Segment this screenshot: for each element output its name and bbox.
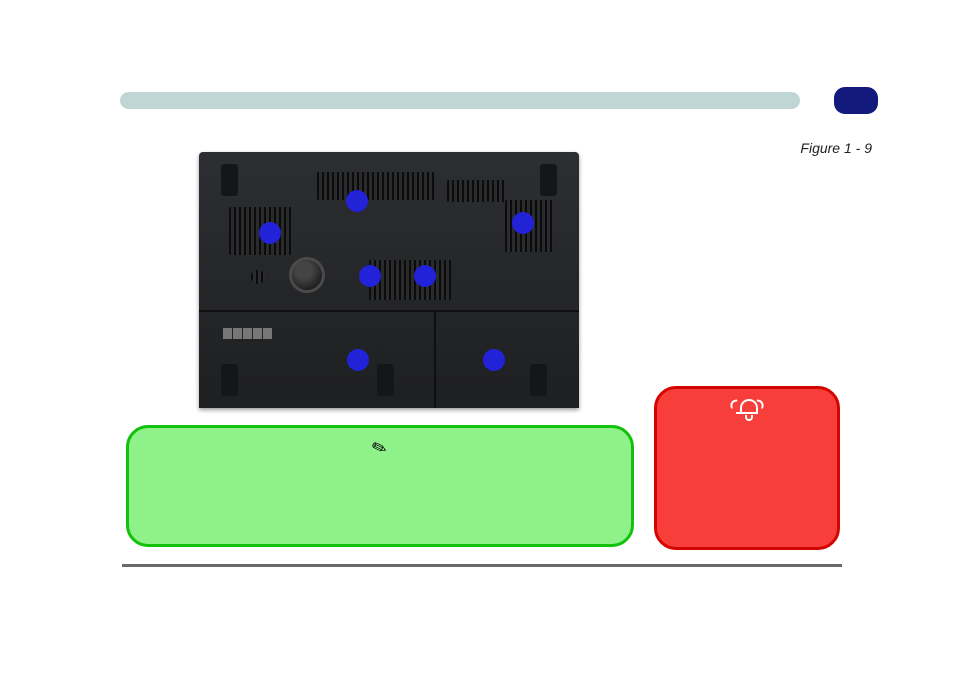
marker-7	[483, 349, 505, 371]
marker-1	[346, 190, 368, 212]
alarm-bell-icon	[735, 397, 759, 419]
vent-top-right	[447, 180, 505, 202]
laptop-chassis	[199, 152, 579, 408]
rubber-foot	[221, 164, 238, 196]
pen-icon: ✎	[369, 436, 390, 461]
vent-small-round	[251, 270, 265, 284]
marker-3	[259, 222, 281, 244]
compartment-seam	[199, 310, 579, 312]
rubber-foot	[530, 364, 547, 396]
marker-4	[359, 265, 381, 287]
marker-5	[414, 265, 436, 287]
compliance-label	[219, 322, 314, 382]
rubber-foot	[540, 164, 557, 196]
footer-rule	[122, 564, 842, 567]
warning-box-red	[654, 386, 840, 550]
vent-top-center	[317, 172, 437, 200]
rubber-foot	[377, 364, 394, 396]
subwoofer	[289, 257, 325, 293]
marker-2	[512, 212, 534, 234]
note-box-green: ✎	[126, 425, 634, 547]
figure-caption: Figure 1 - 9	[800, 140, 872, 156]
marker-6	[347, 349, 369, 371]
laptop-bottom-photo	[199, 152, 579, 408]
battery-seam	[434, 310, 436, 408]
chapter-side-tab	[834, 87, 878, 114]
header-top-bar	[120, 92, 800, 109]
vent-center	[369, 260, 451, 300]
